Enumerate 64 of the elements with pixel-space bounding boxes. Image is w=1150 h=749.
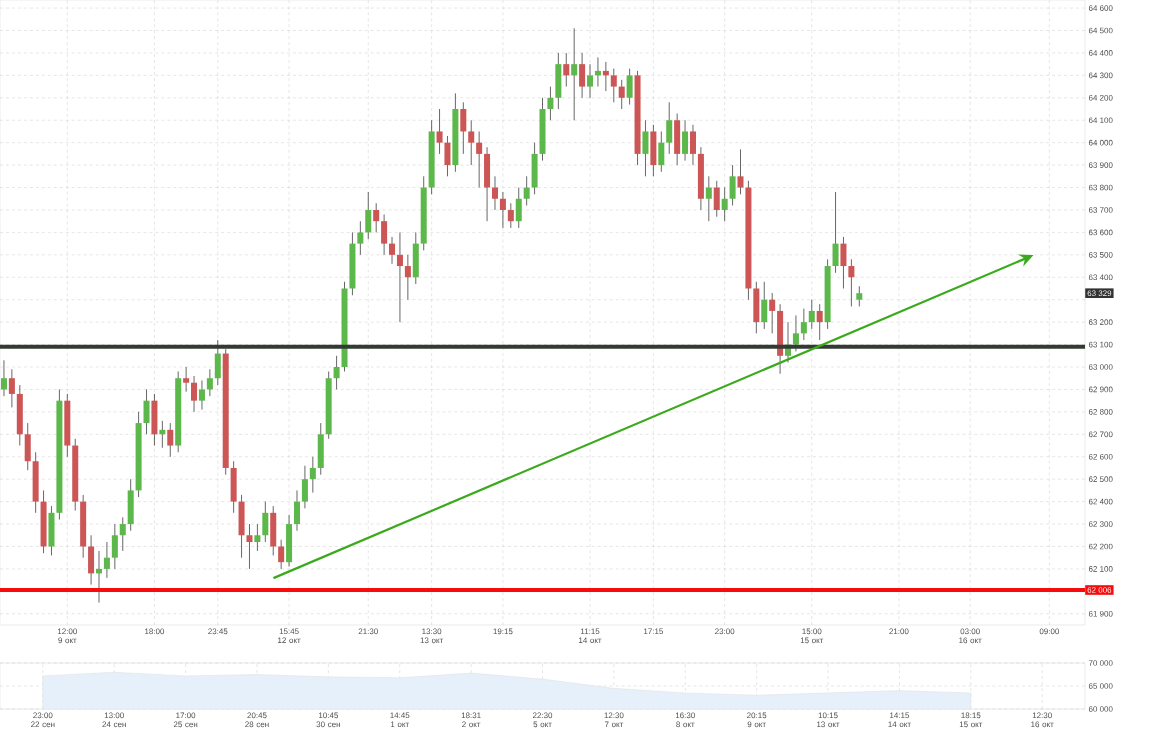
candlestick <box>523 175 530 206</box>
candlestick <box>563 52 570 87</box>
candlestick <box>206 368 213 397</box>
candlestick <box>642 119 649 177</box>
candlestick <box>476 131 483 188</box>
candlestick <box>373 202 380 233</box>
candlestick <box>119 516 126 552</box>
candlestick <box>547 86 554 121</box>
candlestick <box>832 191 839 274</box>
candlestick <box>111 523 118 570</box>
candlestick <box>705 175 712 222</box>
candlestick <box>167 422 174 458</box>
candlestick <box>856 285 863 307</box>
candlestick <box>246 523 253 570</box>
candlestick <box>8 368 15 408</box>
candlestick <box>579 52 586 99</box>
candlestick <box>840 236 847 289</box>
candlestick <box>262 501 269 543</box>
candlestick <box>658 131 665 173</box>
candlestick <box>515 187 522 229</box>
candlestick <box>792 315 799 352</box>
candlestick <box>682 119 689 162</box>
candlestick <box>618 79 625 110</box>
candlestick <box>721 187 728 222</box>
candlestick <box>848 258 855 307</box>
candlestick <box>389 236 396 265</box>
candlestick <box>191 375 198 413</box>
candlestick <box>143 389 150 435</box>
candlestick <box>333 355 340 390</box>
candlestick <box>729 164 736 206</box>
candlestick <box>666 101 673 155</box>
candlestick <box>444 135 451 177</box>
candlestick <box>381 214 388 256</box>
candlestick <box>713 180 720 218</box>
candlestick <box>254 523 261 552</box>
candlestick <box>103 541 110 579</box>
candlestick <box>198 380 205 411</box>
candlestick <box>309 456 316 494</box>
candlestick <box>0 359 7 397</box>
candlestick <box>689 124 696 166</box>
candlestick <box>460 101 467 155</box>
candlestick <box>800 308 807 341</box>
candlestick <box>183 366 190 393</box>
candlestick <box>468 119 475 166</box>
candlestick <box>499 191 506 229</box>
candlestick <box>293 489 300 532</box>
candlestick <box>436 108 443 155</box>
candlestick <box>610 68 617 103</box>
candlestick <box>357 220 364 256</box>
candlestick <box>626 68 633 105</box>
candlestick <box>507 202 514 229</box>
candlestick <box>404 254 411 301</box>
candlestick <box>737 149 744 195</box>
candlestick <box>769 292 776 334</box>
candlestick <box>278 539 285 570</box>
candlestick <box>396 232 403 323</box>
candlestick <box>301 465 308 509</box>
candlestick <box>491 175 498 211</box>
candlestick <box>587 63 594 99</box>
candlestick <box>808 299 815 330</box>
candlestick <box>761 281 768 330</box>
candlestick <box>365 191 372 240</box>
candlestick <box>571 27 578 121</box>
candlestick <box>816 303 823 341</box>
